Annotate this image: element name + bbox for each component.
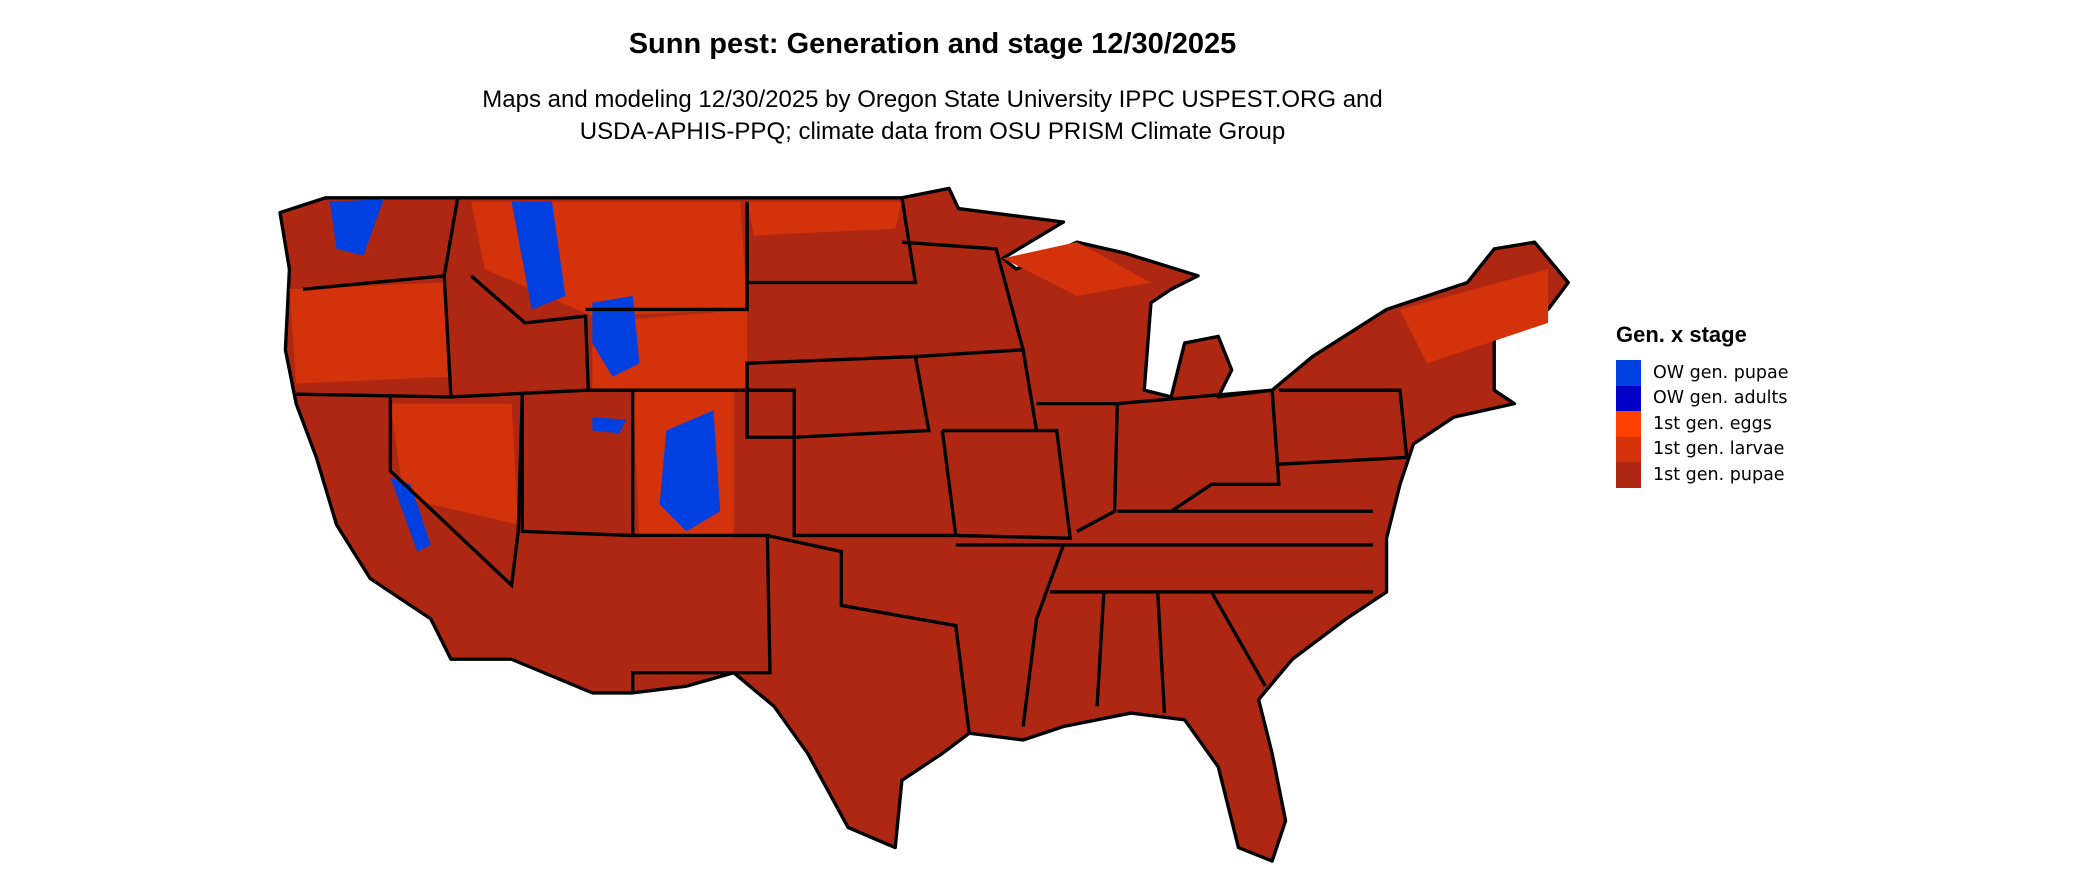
us-outline	[278, 186, 1570, 863]
legend-item: 1st gen. eggs	[1616, 411, 1789, 437]
legend-swatch	[1616, 436, 1641, 462]
legend-item: 1st gen. larvae	[1616, 436, 1789, 462]
ow-gen-areas	[329, 199, 721, 552]
subtitle-line-2: USDA-APHIS-PPQ; climate data from OSU PR…	[579, 118, 1286, 145]
legend-swatch	[1616, 385, 1641, 411]
legend-label: OW gen. pupae	[1653, 362, 1789, 383]
legend-swatch	[1616, 360, 1641, 386]
legend-swatch	[1616, 411, 1641, 437]
legend-title: Gen. x stage	[1616, 322, 1747, 347]
legend-label: 1st gen. pupae	[1653, 464, 1785, 485]
legend: Gen. x stage OW gen. pupae OW gen. adult…	[1616, 322, 1789, 488]
legend-item: OW gen. pupae	[1616, 360, 1789, 386]
legend-item: OW gen. adults	[1616, 385, 1789, 411]
legend-label: 1st gen. larvae	[1653, 439, 1785, 460]
state-borders	[296, 197, 1409, 734]
legend-label: OW gen. adults	[1653, 388, 1788, 409]
map-subtitle: Maps and modeling 12/30/2025 by Oregon S…	[0, 84, 1865, 148]
map-title: Sunn pest: Generation and stage 12/30/20…	[628, 28, 1237, 60]
legend-swatch	[1616, 462, 1641, 488]
subtitle-line-1: Maps and modeling 12/30/2025 by Oregon S…	[482, 86, 1383, 113]
legend-item: 1st gen. pupae	[1616, 462, 1789, 488]
legend-label: 1st gen. eggs	[1653, 413, 1772, 434]
